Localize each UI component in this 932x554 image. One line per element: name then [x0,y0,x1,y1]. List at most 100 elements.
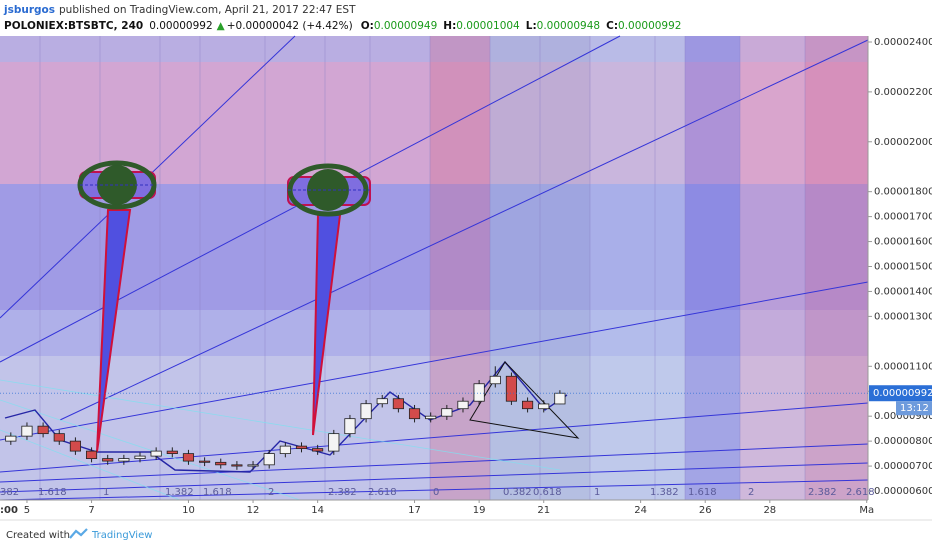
x-tick-label: 17 [408,505,421,516]
candle-body [85,450,98,459]
x-tick-label: 28 [763,505,776,516]
x-tick-label: Ma [859,505,874,516]
x-tick-label: 12 [247,505,260,516]
countdown: 13:12 [900,403,929,414]
fib-label: 0.382 [503,487,532,498]
candle-body [344,418,356,435]
y-axis-area [868,36,932,500]
x-tick-label: 21 [537,505,550,516]
cyan-lines [0,379,561,501]
price-tag: 0.00000992 [873,388,932,399]
tradingview-logo[interactable]: TradingView [69,528,152,541]
price: 0.00000992 [149,20,212,32]
candle-body [295,445,308,450]
up-arrow: ▲ [217,20,226,32]
y-tick-label: 0.00000700 [874,461,932,472]
candle-body [554,392,566,405]
candle-body [408,408,421,420]
zones [0,36,868,500]
candle-body [263,453,275,466]
y-tick-label: 0.00001700 [874,212,932,223]
candle-body [5,435,17,442]
fib-label: 1.618 [688,487,717,498]
y-tick-label: 0.00001500 [874,262,932,273]
author[interactable]: jsburgos [3,4,55,16]
y-tick-label: 0.00001800 [874,187,932,198]
y-tick-label: 0.00001400 [874,286,932,297]
x-axis-area [0,500,932,520]
candle-body [328,433,340,452]
ohlc-value: 0.00001004 [456,20,520,32]
fib-label: 1 [103,487,109,498]
candle-body [522,400,534,410]
candle-body [166,450,178,455]
candle-body [134,455,146,459]
candle-body [392,398,404,410]
header-line: jsburgos published on TradingView.com, Ap… [3,4,356,16]
fib-label: 2.382 [328,487,357,498]
candle-body [150,450,162,457]
countdown-bg [896,401,932,416]
candle-body [505,375,517,402]
candle-body [37,425,49,435]
y-tick-label: 0.00002400 [874,37,932,48]
candle-body [215,461,227,466]
ohlc-value: 0.00000949 [374,20,437,32]
eye-drawing [77,160,157,453]
fib-label: 1 [594,487,600,498]
candle-body [231,464,243,467]
candle-body [360,403,372,420]
candle-body [53,433,65,442]
x-edge-label: :00 [0,505,18,516]
candle-body [182,453,195,462]
y-tick-label: 0.00000900 [874,411,932,422]
candle-body [247,464,259,467]
change: +0.00000042 (+4.42%) [227,20,353,32]
y-tick-label: 0.00002000 [874,137,932,148]
x-tick-label: 19 [473,505,486,516]
fib-label: 1.618 [38,487,67,498]
candle-body [473,383,485,402]
candle-body [376,398,388,405]
fib-label: 2.382 [808,487,837,498]
x-tick-label: 5 [24,505,30,516]
x-tick-label: 7 [88,505,94,516]
ohlc-label: C: [606,20,618,32]
ohlc-value: 0.00000992 [618,20,681,32]
fib-label: 2.618 [368,487,397,498]
y-tick-label: 0.00001600 [874,237,932,248]
y-tick-label: 0.00001300 [874,311,932,322]
fib-label: 0 [433,487,439,498]
brand[interactable]: TradingView [91,530,152,541]
candle-body [489,375,501,385]
y-tick-label: 0.00000800 [874,436,932,447]
y-tick-label: 0.00001100 [874,361,932,372]
ohlc-label: H: [443,20,456,32]
ohlc-value: 0.00000948 [537,20,600,32]
fib-label: 2.618 [846,487,875,498]
published: published on TradingView.com, April 21, … [59,4,356,16]
x-tick-label: 10 [182,505,195,516]
candle-body [425,415,437,420]
candle-body [441,408,453,417]
created-with: Created with [6,530,70,541]
fib-label: 2 [748,487,754,498]
x-tick-label: 24 [634,505,647,516]
y-tick-label: 0.00000600 [874,486,932,497]
y-tick-label: 0.00002200 [874,87,932,98]
fib-label: 1.382 [650,487,679,498]
candle-body [21,425,33,437]
fib-label: 1.618 [203,487,232,498]
candle-body [279,445,291,454]
eye-drawing [287,163,371,436]
fib-label: 0.618 [533,487,562,498]
candle-body [69,440,81,452]
ohlc-label: O: [361,20,374,32]
candle-body [102,458,114,462]
fib-label: 382 [0,487,19,498]
fib-label: 1.382 [165,487,194,498]
axes: 0.00002400 0.00002200 0.00002000 0.00001800… [0,37,932,516]
candle-body [199,460,211,463]
symbol: POLONIEX:BTSBTC, 240 [4,20,143,32]
